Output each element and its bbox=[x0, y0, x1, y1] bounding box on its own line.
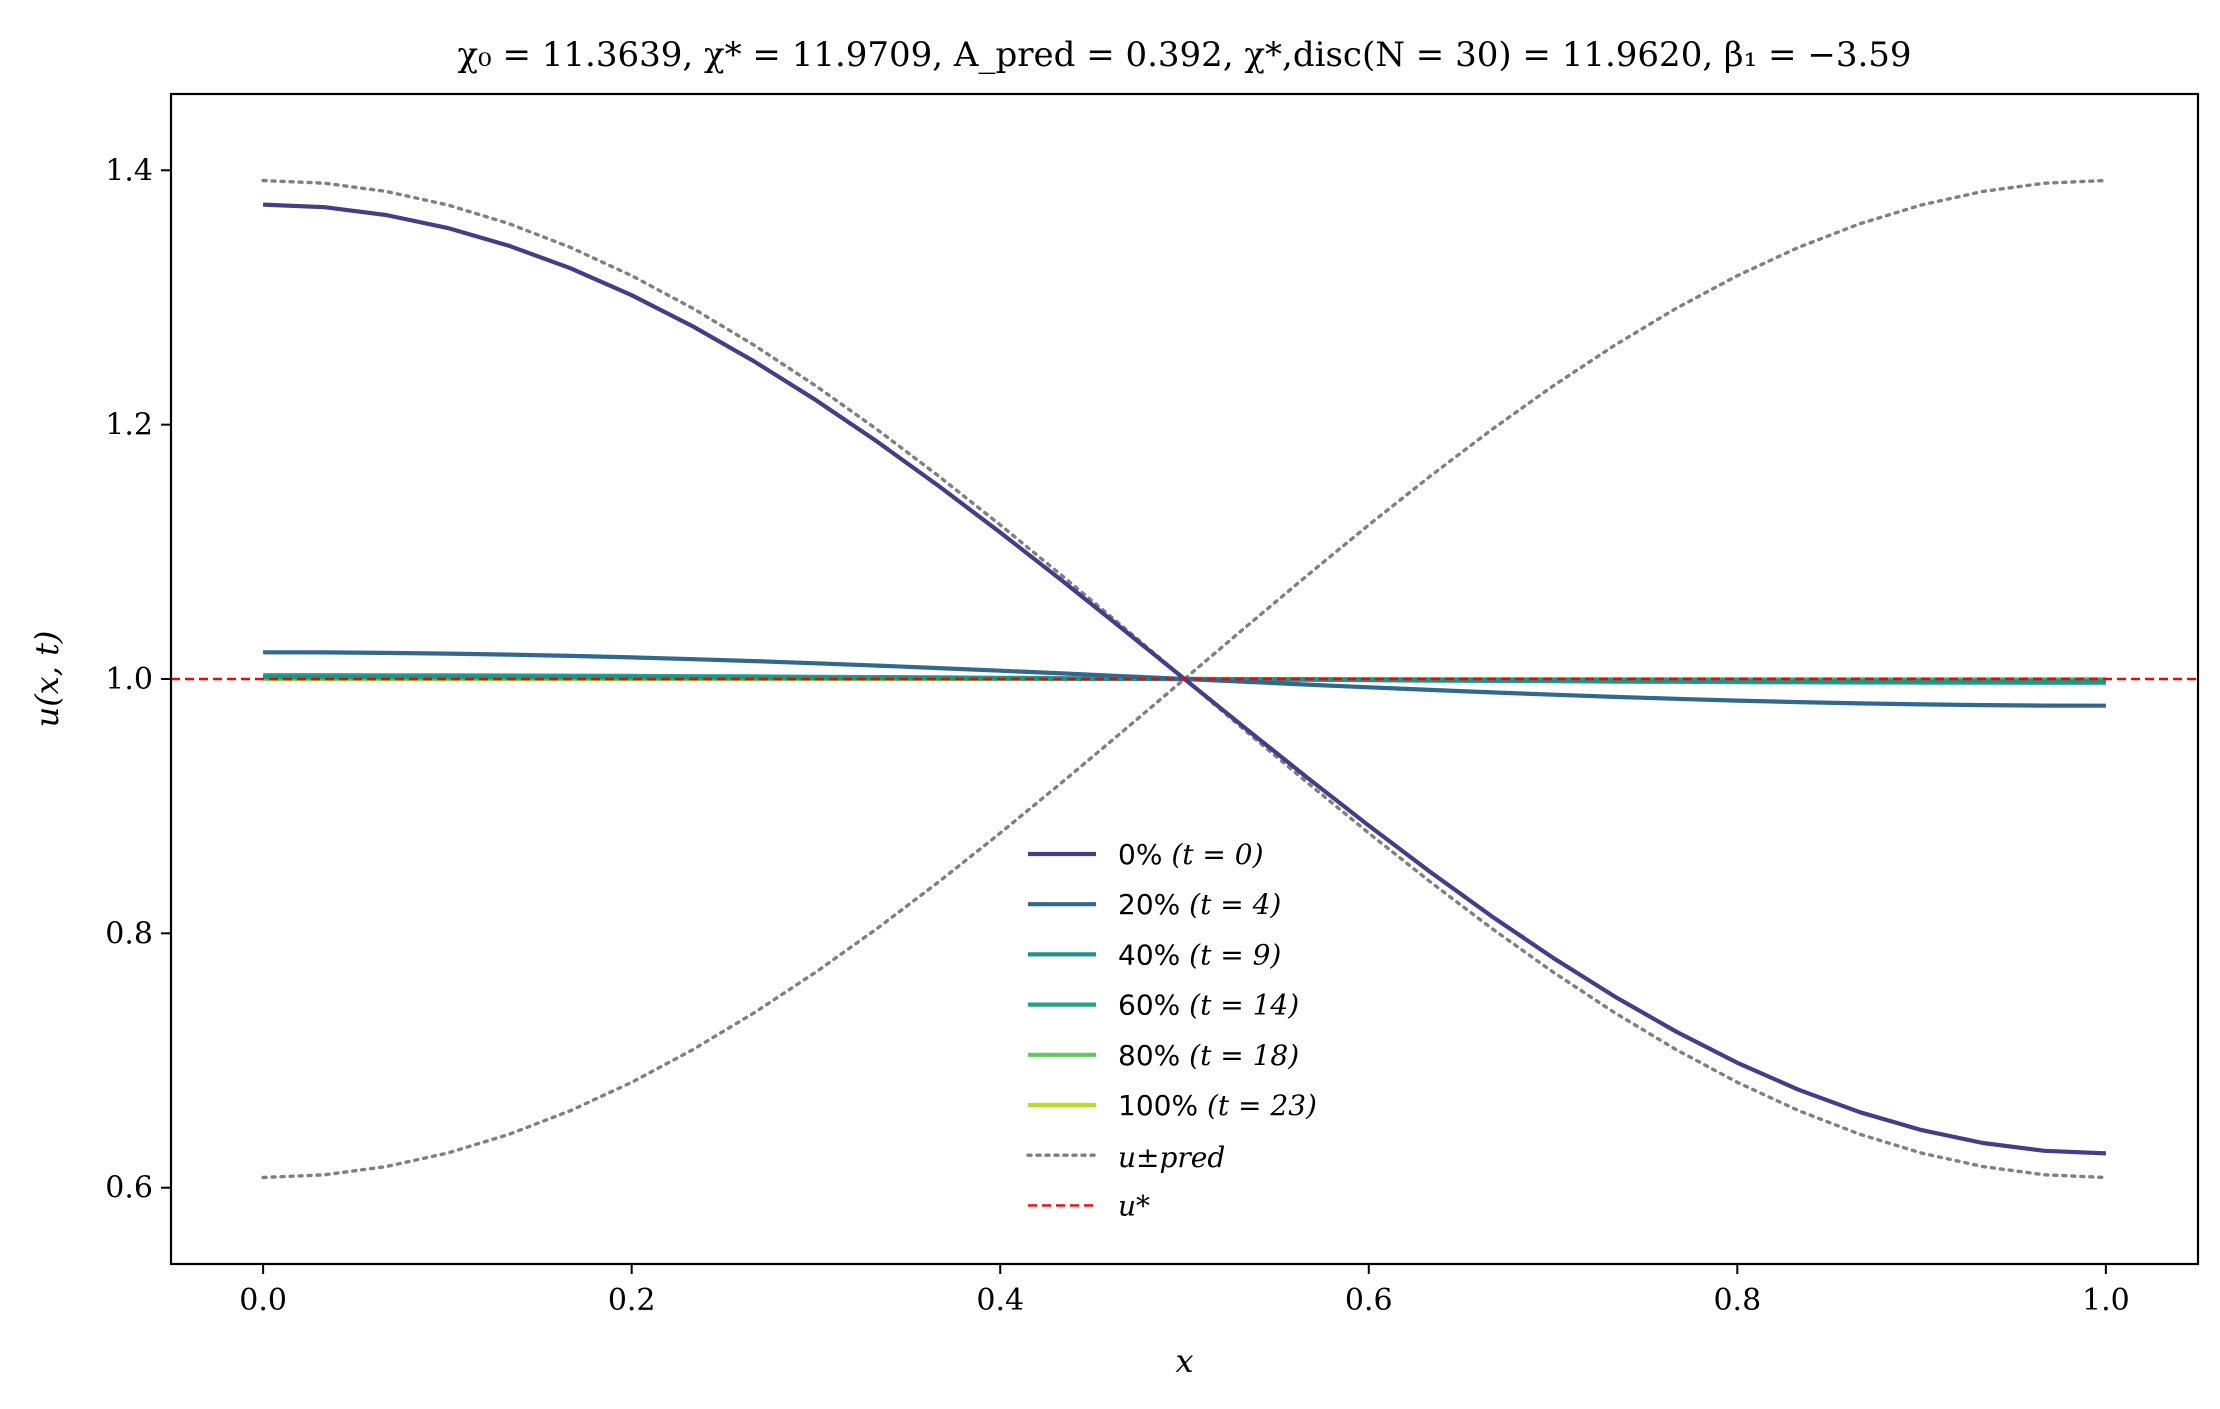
legend-item-60pct: 60% (t = 14) bbox=[1028, 989, 1299, 1022]
x-tick-label: 0.0 bbox=[239, 1283, 287, 1318]
x-tick-label: 0.4 bbox=[976, 1283, 1024, 1318]
x-tick-label: 0.6 bbox=[1345, 1283, 1393, 1318]
y-tick-label: 1.2 bbox=[105, 408, 153, 443]
legend-item-u-star: u* bbox=[1028, 1189, 1150, 1222]
plot-area bbox=[169, 92, 2200, 1266]
y-tick-label: 1.4 bbox=[105, 153, 153, 188]
legend-item-0pct: 0% (t = 0) bbox=[1028, 838, 1264, 871]
legend-label: 0% (t = 0) bbox=[1118, 838, 1264, 871]
x-tick-label: 1.0 bbox=[2082, 1283, 2130, 1318]
legend-item-20pct: 20% (t = 4) bbox=[1028, 888, 1281, 921]
legend-label: 40% (t = 9) bbox=[1118, 938, 1281, 971]
x-tick-label: 0.2 bbox=[608, 1283, 656, 1318]
legend-label: u* bbox=[1118, 1189, 1150, 1222]
y-axis-ticks: 0.6 0.8 1.0 1.2 1.4 bbox=[105, 153, 171, 1206]
legend: 0% (t = 0) 20% (t = 4) 40% (t = 9) 60% (t =… bbox=[1026, 838, 1317, 1222]
legend-label: u±pred bbox=[1118, 1141, 1225, 1174]
y-tick-label: 0.6 bbox=[105, 1171, 153, 1206]
legend-label: 60% (t = 14) bbox=[1118, 989, 1299, 1022]
legend-label: 100% (t = 23) bbox=[1118, 1089, 1317, 1122]
legend-label: 80% (t = 18) bbox=[1118, 1039, 1299, 1072]
y-axis-label: u(x, t) bbox=[28, 631, 66, 728]
x-axis-label: x bbox=[1175, 1342, 1193, 1380]
y-tick-label: 1.0 bbox=[105, 662, 153, 697]
legend-item-100pct: 100% (t = 23) bbox=[1028, 1089, 1317, 1122]
x-tick-label: 0.8 bbox=[1713, 1283, 1761, 1318]
y-tick-label: 0.8 bbox=[105, 916, 153, 951]
chart-title: χ₀ = 11.3639, χ* = 11.9709, A_pred = 0.3… bbox=[457, 35, 1911, 75]
x-axis-ticks: 0.0 0.2 0.4 0.6 0.8 1.0 bbox=[239, 1264, 2130, 1318]
legend-item-u-pred: u±pred bbox=[1026, 1141, 1225, 1174]
legend-item-80pct: 80% (t = 18) bbox=[1028, 1039, 1299, 1072]
legend-item-40pct: 40% (t = 9) bbox=[1028, 938, 1281, 971]
legend-label: 20% (t = 4) bbox=[1118, 888, 1281, 921]
